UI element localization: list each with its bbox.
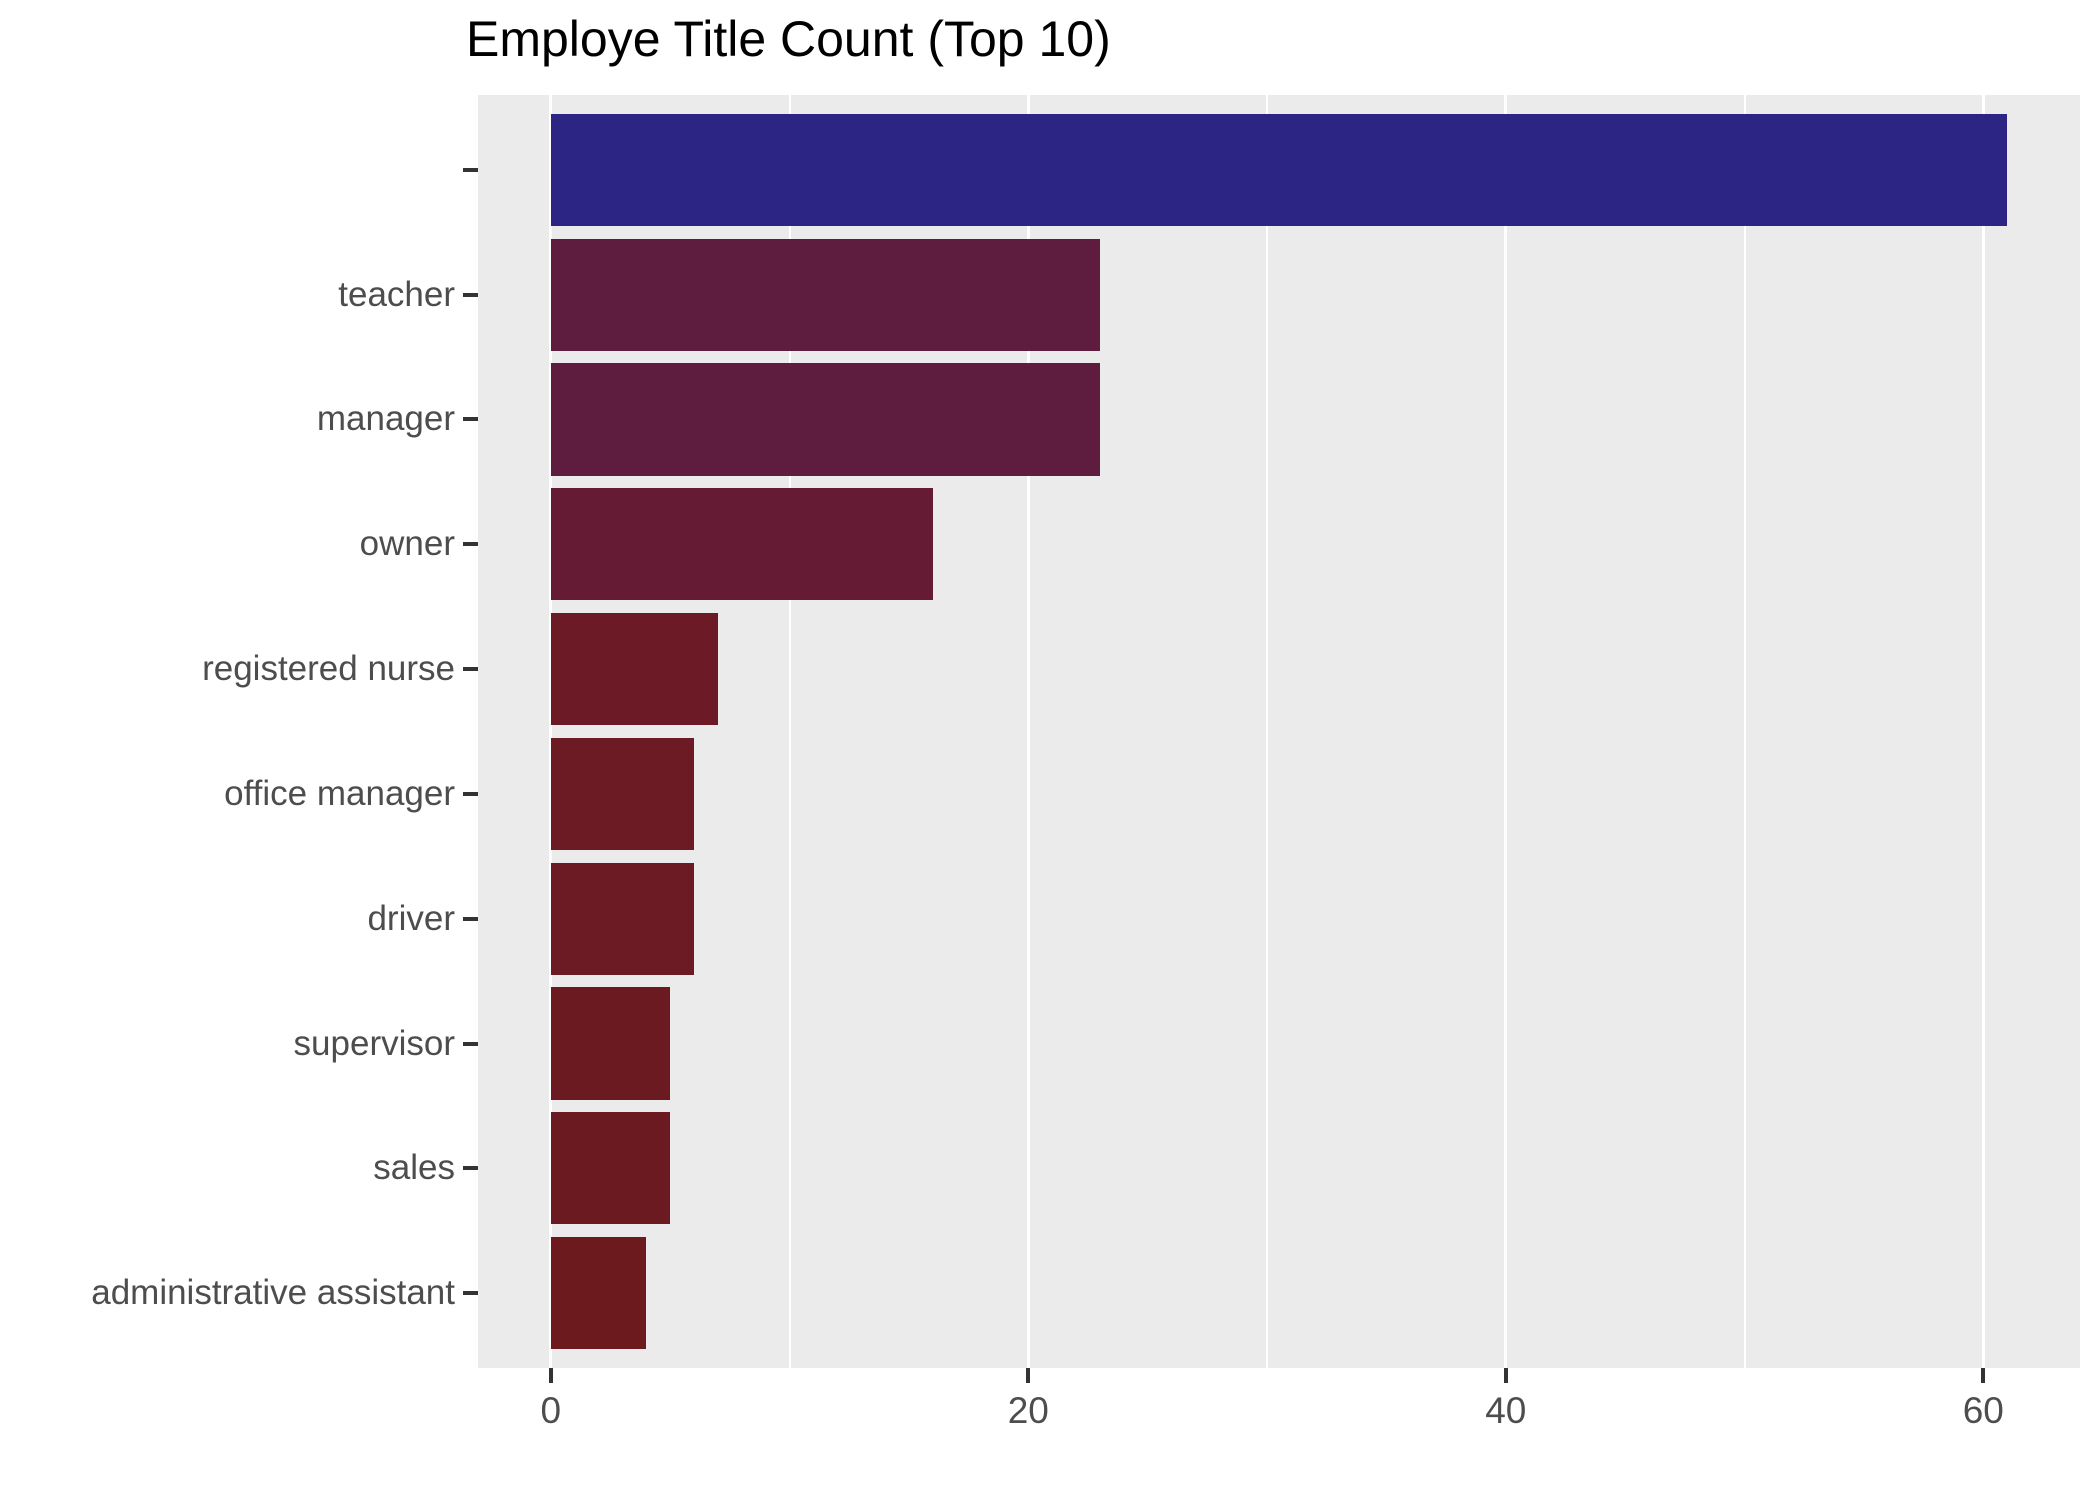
bar-blank [550, 113, 2008, 227]
plot-panel [478, 95, 2080, 1368]
bar-teacher [550, 238, 1100, 351]
x-axis-tick [548, 1368, 553, 1383]
y-axis-tick [463, 916, 478, 921]
bar-owner [550, 488, 933, 601]
x-axis-tick-label: 60 [1962, 1390, 2004, 1431]
gridline-minor [1266, 95, 1269, 1368]
y-axis-tick [463, 667, 478, 672]
y-axis-tick [463, 1166, 478, 1171]
gridline-minor [788, 95, 791, 1368]
y-axis-tick [463, 292, 478, 297]
gridline-major [1504, 95, 1508, 1368]
y-axis-label: sales [373, 1148, 455, 1188]
y-axis-label: teacher [338, 274, 455, 314]
y-axis-tick [463, 167, 478, 172]
y-axis-label: office manager [224, 773, 455, 813]
bar-office-manager [550, 737, 695, 851]
bar-driver [550, 862, 695, 975]
bar-sales [550, 1112, 671, 1225]
y-axis-label: owner [359, 524, 455, 564]
y-axis-tick [463, 417, 478, 422]
y-axis-label: driver [367, 898, 455, 938]
x-axis-tick [1981, 1368, 1986, 1383]
y-axis-label: manager [316, 399, 455, 439]
y-axis-label: supervisor [293, 1023, 455, 1063]
gridline-minor [1743, 95, 1746, 1368]
x-axis-tick [1026, 1368, 1031, 1383]
bar-manager [550, 363, 1100, 476]
x-axis-tick-label: 40 [1485, 1390, 1527, 1431]
x-axis-tick-label: 0 [540, 1390, 562, 1431]
gridline-major [549, 95, 553, 1368]
y-axis-tick [463, 1041, 478, 1046]
y-axis-tick [463, 791, 478, 796]
x-axis-tick [1503, 1368, 1508, 1383]
gridline-major [1981, 95, 1985, 1368]
y-axis-tick [463, 1291, 478, 1296]
bar-administrative-assistant [550, 1236, 647, 1350]
y-axis-tick [463, 542, 478, 547]
gridline-major [1026, 95, 1030, 1368]
x-axis-tick-label: 20 [1007, 1390, 1049, 1431]
chart-title: Employe Title Count (Top 10) [466, 11, 1111, 67]
y-axis-label: registered nurse [202, 649, 455, 689]
bar-supervisor [550, 987, 671, 1100]
y-axis-label: administrative assistant [91, 1273, 455, 1313]
bar-registered-nurse [550, 612, 718, 726]
